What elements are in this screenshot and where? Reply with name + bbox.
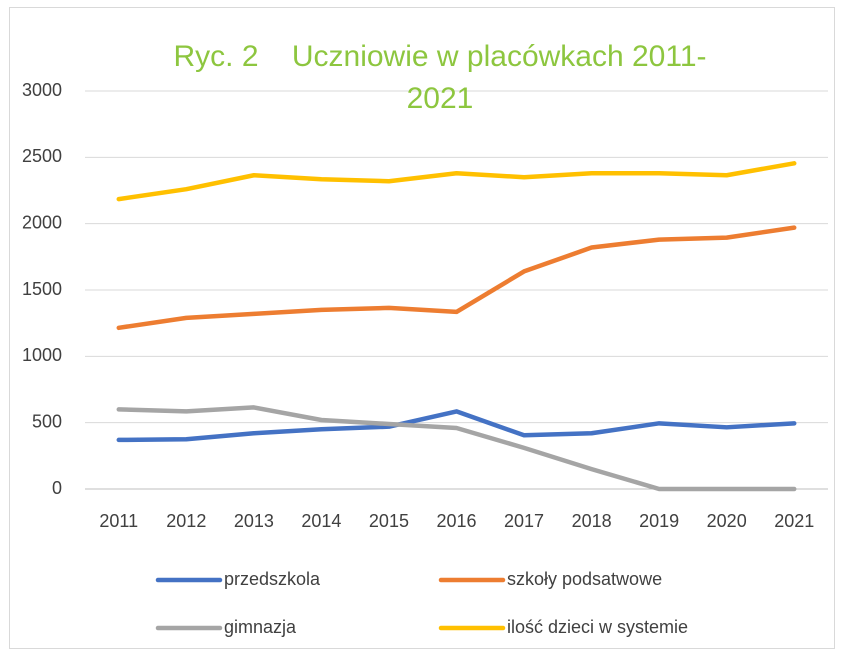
legend-label: przedszkola <box>224 569 321 589</box>
x-tick-label: 2018 <box>572 511 612 531</box>
x-tick-label: 2015 <box>369 511 409 531</box>
legend-label: gimnazja <box>224 617 297 637</box>
y-tick-label: 500 <box>32 411 62 431</box>
x-tick-label: 2019 <box>639 511 679 531</box>
line-series <box>116 409 797 443</box>
y-tick-label: 2000 <box>22 212 62 232</box>
x-tick-label: 2014 <box>301 511 341 531</box>
chart-title: Ryc. 2 Uczniowie w placówkach 2011-2021 <box>173 40 707 115</box>
x-tick-label: 2017 <box>504 511 544 531</box>
x-tick-label: 2021 <box>774 511 814 531</box>
legend-label: szkoły podsatwowe <box>507 569 662 589</box>
line-series <box>116 225 797 331</box>
line-series <box>116 161 797 202</box>
chart-frame <box>9 7 835 649</box>
y-tick-label: 0 <box>52 478 62 498</box>
x-tick-label: 2012 <box>166 511 206 531</box>
legend-label: ilość dzieci w systemie <box>507 617 688 637</box>
x-tick-label: 2016 <box>436 511 476 531</box>
y-tick-label: 1000 <box>22 345 62 365</box>
x-tick-label: 2020 <box>707 511 747 531</box>
x-tick-label: 2013 <box>234 511 274 531</box>
y-tick-label: 2500 <box>22 146 62 166</box>
y-tick-label: 1500 <box>22 279 62 299</box>
y-tick-label: 3000 <box>22 80 62 100</box>
line-series <box>116 405 797 492</box>
x-tick-label: 2011 <box>99 511 138 531</box>
